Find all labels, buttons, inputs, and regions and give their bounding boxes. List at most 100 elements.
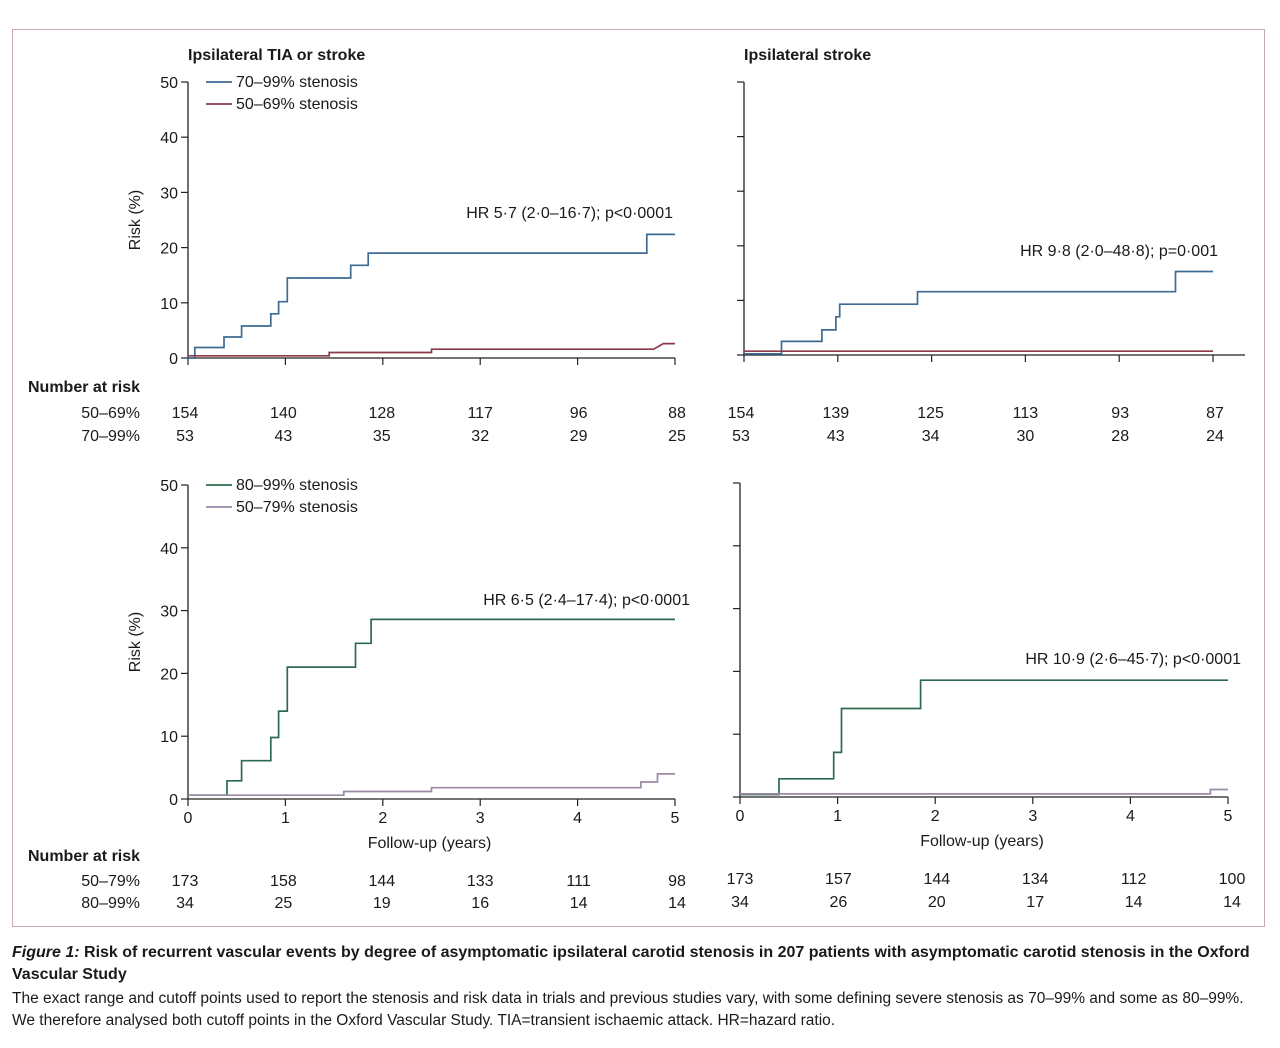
panel-1-risk-value: 43 — [275, 428, 293, 445]
panel-1-risk-value: 96 — [570, 405, 588, 422]
panel-3-risk-row-label-2: 80–99% — [81, 895, 140, 912]
panel-3-risk-value: 34 — [176, 895, 194, 912]
panel-4-x-tick-label: 0 — [736, 808, 745, 825]
panel-1-risk-value: 35 — [373, 428, 391, 445]
panel-3-x-tick-label: 3 — [476, 810, 485, 827]
panel-3-risk-value: 111 — [566, 873, 590, 890]
figure-frame — [12, 29, 1265, 927]
km-figure: Ipsilateral TIA or stroke01020304050Risk… — [28, 47, 1246, 912]
panel-2-risk-value: 154 — [728, 405, 755, 422]
panel-1-risk-value: 88 — [668, 405, 686, 422]
panel-4-risk-value: 112 — [1121, 871, 1147, 888]
panel-3-hr-annotation: HR 6·5 (2·4–17·4); p<0·0001 — [483, 592, 690, 609]
panel-4-risk-value: 173 — [727, 871, 754, 888]
panel-3-x-axis-label: Follow-up (years) — [368, 835, 492, 852]
panel-4-risk-value: 144 — [923, 871, 950, 888]
panel-3-risk-value: 133 — [467, 873, 494, 890]
panel-1-title: Ipsilateral TIA or stroke — [188, 47, 365, 64]
panel-1-risk-value: 128 — [368, 405, 395, 422]
panel-2-risk-value: 93 — [1111, 405, 1129, 422]
panel-2-risk-value: 139 — [822, 405, 849, 422]
panel-3-risk-value: 25 — [275, 895, 293, 912]
panel-4-risk-value: 20 — [928, 894, 946, 911]
caption-lead: Figure 1: — [12, 944, 80, 961]
panel-2-title: Ipsilateral stroke — [744, 47, 871, 64]
panel-1-y-tick-label: 50 — [160, 75, 178, 92]
panel-2-risk-value: 125 — [917, 405, 944, 422]
panel-1-y-tick-label: 0 — [169, 351, 178, 368]
panel-3-risk-value: 158 — [270, 873, 297, 890]
panel-1-y-tick-label: 20 — [160, 241, 178, 258]
panel-3-y-tick-label: 10 — [160, 729, 178, 746]
panel-2-risk-value: 113 — [1013, 405, 1039, 422]
panel-4-x-tick-label: 3 — [1028, 808, 1037, 825]
panel-2-hr-annotation: HR 9·8 (2·0–48·8); p=0·001 — [1020, 243, 1218, 260]
panel-1-number-at-risk-label: Number at risk — [28, 379, 140, 396]
panel-3-number-at-risk-label: Number at risk — [28, 848, 140, 865]
panel-1-legend-label-1: 70–99% stenosis — [236, 74, 358, 91]
panel-1-risk-value: 29 — [570, 428, 588, 445]
panel-4-x-axis-label: Follow-up (years) — [920, 833, 1044, 850]
panel-2-risk-value: 28 — [1111, 428, 1129, 445]
panel-2-risk-value: 53 — [732, 428, 750, 445]
panel-3-risk-value: 144 — [368, 873, 395, 890]
panel-4-x-tick-label: 4 — [1126, 808, 1135, 825]
panel-3-y-tick-label: 50 — [160, 478, 178, 495]
panel-1-y-tick-label: 40 — [160, 130, 178, 147]
panel-3-series-2-line — [188, 773, 675, 797]
panel-3-risk-value: 98 — [668, 873, 686, 890]
panel-1-y-axis-label: Risk (%) — [127, 190, 144, 250]
panel-3-x-tick-label: 5 — [671, 810, 680, 827]
panel-4-risk-value: 26 — [830, 894, 848, 911]
panel-4-x-tick-label: 2 — [931, 808, 940, 825]
panel-4-series-2-line — [740, 788, 1228, 795]
panel-3-x-tick-label: 1 — [281, 810, 290, 827]
panel-4-hr-annotation: HR 10·9 (2·6–45·7); p<0·0001 — [1025, 651, 1241, 668]
panel-4-risk-value: 134 — [1022, 871, 1049, 888]
panel-1-risk-value: 25 — [668, 428, 686, 445]
panel-3-y-axis-label: Risk (%) — [127, 612, 144, 672]
panel-1-legend-label-2: 50–69% stenosis — [236, 96, 358, 113]
panel-2-risk-value: 34 — [922, 428, 940, 445]
panel-2-risk-value: 87 — [1206, 405, 1224, 422]
panel-1-risk-value: 32 — [471, 428, 489, 445]
panel-3-y-tick-label: 0 — [169, 792, 178, 809]
panel-4-risk-value: 100 — [1219, 871, 1246, 888]
panel-4-series-1-line — [740, 679, 1228, 796]
caption-title: Figure 1: Risk of recurrent vascular eve… — [12, 942, 1268, 986]
panel-1-risk-row-label-1: 50–69% — [81, 405, 140, 422]
panel-3-risk-value: 14 — [668, 895, 686, 912]
panel-3-risk-value: 19 — [373, 895, 391, 912]
panel-2-risk-value: 24 — [1206, 428, 1224, 445]
panel-3-x-tick-label: 4 — [573, 810, 582, 827]
panel-3-risk-row-label-1: 50–79% — [81, 873, 140, 890]
panel-4-risk-value: 14 — [1125, 894, 1143, 911]
panel-4-risk-value: 14 — [1223, 894, 1241, 911]
panel-1-series-1-line — [188, 233, 675, 359]
panel-1-y-tick-label: 30 — [160, 185, 178, 202]
panel-3-y-tick-label: 20 — [160, 666, 178, 683]
panel-4-x-tick-label: 5 — [1224, 808, 1233, 825]
panel-1-risk-row-label-2: 70–99% — [81, 428, 140, 445]
panel-4-risk-value: 17 — [1026, 894, 1044, 911]
caption-title-text: Risk of recurrent vascular events by deg… — [12, 944, 1250, 983]
panel-4-risk-value: 157 — [825, 871, 852, 888]
panel-4-x-tick-label: 1 — [833, 808, 842, 825]
panel-3-legend-label-2: 50–79% stenosis — [236, 499, 358, 516]
panel-3-legend-label-1: 80–99% stenosis — [236, 477, 358, 494]
panel-2-risk-value: 30 — [1017, 428, 1035, 445]
panel-3-y-tick-label: 40 — [160, 541, 178, 558]
panel-1-hr-annotation: HR 5·7 (2·0–16·7); p<0·0001 — [466, 205, 673, 222]
panel-3-x-tick-label: 2 — [378, 810, 387, 827]
panel-3-risk-value: 173 — [172, 873, 199, 890]
panel-3-risk-value: 16 — [471, 895, 489, 912]
panel-1-risk-value: 154 — [172, 405, 199, 422]
figure-caption: Figure 1: Risk of recurrent vascular eve… — [12, 942, 1268, 1032]
panel-3-series-1-line — [188, 618, 675, 797]
panel-1-risk-value: 140 — [270, 405, 297, 422]
caption-body: The exact range and cutoff points used t… — [12, 990, 1244, 1029]
panel-1-y-tick-label: 10 — [160, 296, 178, 313]
panel-3-risk-value: 14 — [570, 895, 588, 912]
panel-4-risk-value: 34 — [731, 894, 749, 911]
panel-1-risk-value: 53 — [176, 428, 194, 445]
